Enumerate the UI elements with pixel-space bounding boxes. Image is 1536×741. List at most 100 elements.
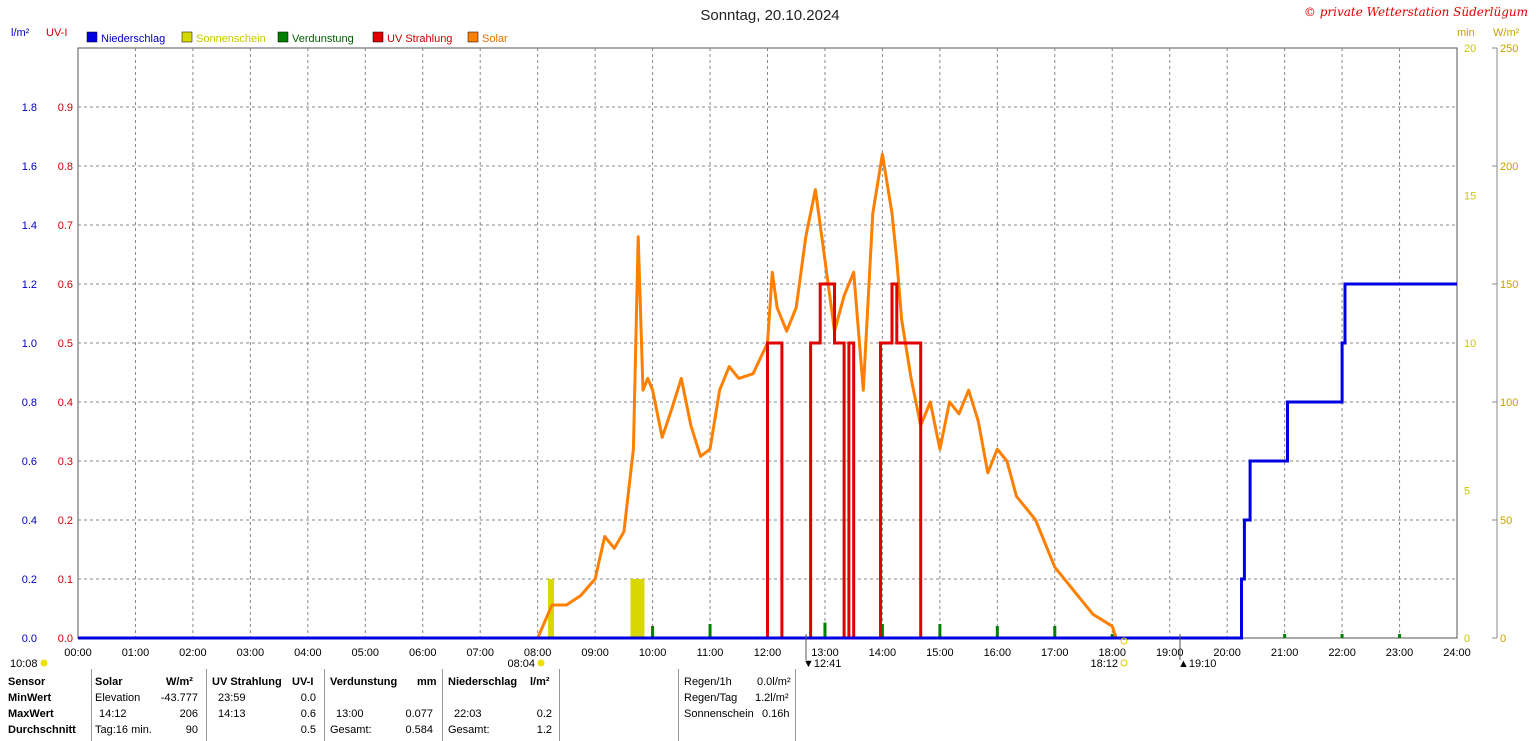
- astro-events: 10:08 08:04 ▼12:41 18:12 ▲19:10: [10, 634, 1216, 667]
- stats-rain-time: 22:03: [454, 708, 482, 720]
- stats-row-label: MinWert: [8, 692, 52, 704]
- divider: [442, 669, 443, 741]
- stats-uv-value: 0.6: [300, 708, 316, 720]
- stats-solar-time: Elevation: [95, 692, 141, 704]
- uv-tick-label: 0.7: [58, 220, 73, 232]
- divider: [324, 669, 325, 741]
- x-tick-label: 02:00: [179, 647, 207, 659]
- uv-tick-label: 0.9: [58, 102, 73, 114]
- x-axis: 00:00 01:00 02:00 03:00 04:00 05:00 06:00 07:00…: [64, 647, 1471, 659]
- stats-uv-time: 14:13: [218, 708, 246, 720]
- legend-label: Niederschlag: [101, 33, 165, 45]
- solar-tick-label: 50: [1500, 515, 1512, 527]
- uv-tick-label: 0.4: [58, 397, 73, 409]
- uv-tick-label: 0.0: [58, 633, 73, 645]
- uv-tick-label: 0.3: [58, 456, 73, 468]
- uv-tick-label: 0.1: [58, 574, 73, 586]
- uv-tick-label: 0.2: [58, 515, 73, 527]
- stats-header-sensor: Sensor: [8, 676, 46, 688]
- rain-tick-label: 0.6: [22, 456, 37, 468]
- rain-tick-label: 0.0: [22, 633, 37, 645]
- stats-evap-value: 0.584: [405, 724, 433, 736]
- stats-uv-value: 0.5: [300, 724, 316, 736]
- moonrise-time: 10:08: [10, 658, 38, 667]
- sunshine-tick-label: 20: [1464, 43, 1476, 55]
- sunshine-tick-label: 0: [1464, 633, 1470, 645]
- uv-tick-label: 0.8: [58, 161, 73, 173]
- legend-swatch: [372, 31, 384, 43]
- summary-label: Regen/1h: [684, 676, 732, 688]
- legend: Niederschlag Sonnenschein Verdunstung UV St…: [86, 31, 508, 45]
- solar-tick-label: 100: [1500, 397, 1518, 409]
- stats-solar-time: 14:12: [99, 708, 127, 720]
- sunset-time: 18:12: [1090, 658, 1118, 667]
- stats-evap-time: 13:00: [336, 708, 364, 720]
- x-tick-label: 11:00: [697, 647, 724, 659]
- x-tick-label: 09:00: [581, 647, 609, 659]
- sunrise-time: 08:04: [507, 658, 535, 667]
- stats-uv-time: 23:59: [218, 692, 246, 704]
- grid: [77, 47, 1458, 639]
- solar-line: [536, 152, 1118, 639]
- stats-rain-time: Gesamt:: [448, 724, 490, 736]
- legend-swatch: [467, 31, 479, 43]
- x-tick-label: 01:00: [122, 647, 150, 659]
- x-tick-label: 16:00: [984, 647, 1012, 659]
- stats-uv-value: 0.0: [300, 692, 316, 704]
- stats-header-uv: UV Strahlung: [212, 676, 282, 688]
- sun-marker-icon: [1120, 637, 1128, 645]
- rain-tick-label: 0.4: [22, 515, 37, 527]
- evaporation-mark: [823, 622, 827, 638]
- rain-tick-label: 0.2: [22, 574, 37, 586]
- x-tick-label: 18:00: [1098, 647, 1126, 659]
- x-tick-label: 08:00: [524, 647, 552, 659]
- summary-value: 0.16h: [762, 708, 790, 720]
- divider: [559, 669, 560, 741]
- divider: [795, 669, 796, 741]
- x-tick-label: 20:00: [1213, 647, 1241, 659]
- legend-swatch: [181, 31, 193, 43]
- stats-evap-value: 0.077: [405, 708, 433, 720]
- summary-label: Regen/Tag: [684, 692, 738, 704]
- stats-header-evap: Verdunstung: [330, 676, 398, 688]
- divider: [678, 669, 679, 741]
- weather-chart: 0.0 0.2 0.4 0.6 0.8 1.0 1.2 1.4 1.6 1.8 0.0 0.1 0.2 0…: [10, 5, 1528, 667]
- legend-label: Sonnenschein: [196, 33, 266, 45]
- unit-uv: UV-I: [46, 27, 67, 39]
- x-tick-label: 22:00: [1328, 647, 1356, 659]
- unit-rain: l/m²: [11, 27, 30, 39]
- solar-noon-time: ▼12:41: [803, 658, 841, 667]
- sunrise-icon: [537, 659, 545, 667]
- legend-label: Verdunstung: [292, 33, 354, 45]
- stats-solar-time: Tag:16 min.: [95, 724, 152, 736]
- stats-row-label: Durchschnitt: [8, 724, 76, 736]
- rain-tick-label: 1.2: [22, 279, 37, 291]
- divider: [91, 669, 92, 741]
- unit-solar: W/m²: [1493, 27, 1520, 39]
- rain-line: [78, 282, 1457, 640]
- uv-tick-label: 0.5: [58, 338, 73, 350]
- chart-title: Sonntag, 20.10.2024: [700, 7, 839, 24]
- evaporation-mark: [1340, 634, 1344, 638]
- x-tick-label: 06:00: [409, 647, 437, 659]
- x-tick-label: 03:00: [237, 647, 265, 659]
- x-tick-label: 17:00: [1041, 647, 1069, 659]
- sunshine-tick-label: 10: [1464, 338, 1476, 350]
- legend-swatch: [86, 31, 98, 43]
- stats-evap-time: Gesamt:: [330, 724, 372, 736]
- sunset-icon: [1120, 659, 1128, 667]
- legend-swatch: [277, 31, 289, 43]
- stats-header-rain: Niederschlag: [448, 676, 518, 688]
- uv-tick-label: 0.6: [58, 279, 73, 291]
- sunshine-tick-label: 5: [1464, 486, 1470, 498]
- moonset-time: ▲19:10: [1178, 658, 1216, 667]
- evaporation-mark: [651, 626, 655, 638]
- x-tick-label: 23:00: [1386, 647, 1414, 659]
- x-tick-label: 24:00: [1443, 647, 1471, 659]
- rain-tick-label: 1.8: [22, 102, 37, 114]
- sunshine-tick-label: 15: [1464, 191, 1476, 203]
- solar-tick-label: 0: [1500, 633, 1506, 645]
- moon-icon: [40, 659, 48, 667]
- solar-tick-label: 250: [1500, 43, 1518, 55]
